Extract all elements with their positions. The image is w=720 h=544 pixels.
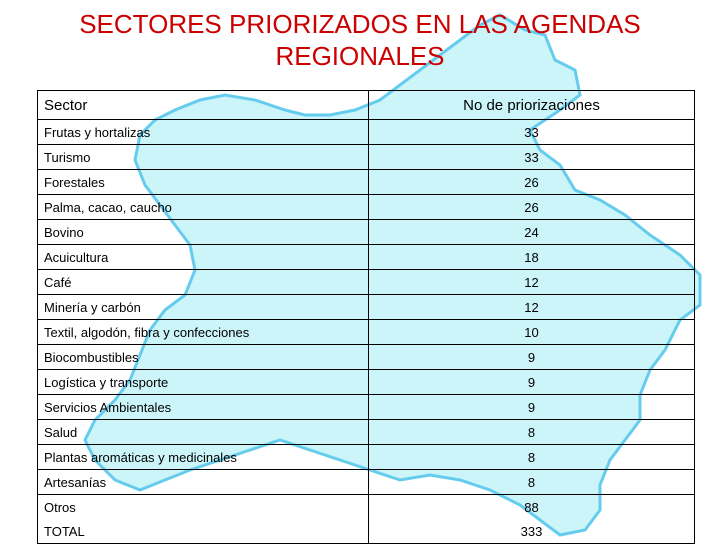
sector-cell: Otros: [37, 494, 369, 519]
count-cell: 9: [368, 344, 695, 370]
table-row: Textil, algodón, fibra y confecciones 10: [37, 319, 695, 345]
sector-cell: Logística y transporte: [37, 369, 369, 395]
table-row: Forestales 26: [37, 169, 695, 195]
title-line-1: SECTORES PRIORIZADOS EN LAS AGENDAS: [79, 9, 641, 39]
count-cell: 9: [368, 394, 695, 420]
count-cell: 8: [368, 419, 695, 445]
count-cell: 33: [368, 119, 695, 145]
count-cell: 8: [368, 444, 695, 470]
sector-cell: Turismo: [37, 144, 369, 170]
sector-cell: Textil, algodón, fibra y confecciones: [37, 319, 369, 345]
sector-cell: Palma, cacao, caucho: [37, 194, 369, 220]
sector-cell: Frutas y hortalizas: [37, 119, 369, 145]
table-row: Servicios Ambientales 9: [37, 394, 695, 420]
table-row: Artesanías 8: [37, 469, 695, 495]
page-title: SECTORES PRIORIZADOS EN LAS AGENDAS REGI…: [20, 8, 700, 72]
sector-cell: Servicios Ambientales: [37, 394, 369, 420]
sector-cell: Café: [37, 269, 369, 295]
title-line-2: REGIONALES: [275, 41, 445, 71]
count-cell: 26: [368, 194, 695, 220]
table-row: Salud 8: [37, 419, 695, 445]
table-row: Logística y transporte 9: [37, 369, 695, 395]
sector-cell: Acuicultura: [37, 244, 369, 270]
count-cell: 33: [368, 144, 695, 170]
table-row: Acuicultura 18: [37, 244, 695, 270]
count-cell: 24: [368, 219, 695, 245]
sector-cell: Forestales: [37, 169, 369, 195]
count-cell: 9: [368, 369, 695, 395]
table-row: Frutas y hortalizas 33: [37, 119, 695, 145]
count-cell: 88: [368, 494, 695, 519]
sectors-table: Sector No de priorizaciones Frutas y hor…: [37, 90, 695, 544]
table-row: Otros 88: [37, 494, 695, 519]
sector-cell: Plantas aromáticas y medicinales: [37, 444, 369, 470]
table-row: Bovino 24: [37, 219, 695, 245]
table-row: Palma, cacao, caucho 26: [37, 194, 695, 220]
count-cell: 26: [368, 169, 695, 195]
sector-cell: Biocombustibles: [37, 344, 369, 370]
count-column-header: No de priorizaciones: [368, 90, 695, 120]
count-cell: 10: [368, 319, 695, 345]
count-cell: 8: [368, 469, 695, 495]
count-cell: 18: [368, 244, 695, 270]
count-cell: 12: [368, 269, 695, 295]
sector-cell: Minería y carbón: [37, 294, 369, 320]
sector-column-header: Sector: [37, 90, 369, 120]
sector-cell: Bovino: [37, 219, 369, 245]
table-row: Minería y carbón 12: [37, 294, 695, 320]
table-row: Biocombustibles 9: [37, 344, 695, 370]
table-row: Café 12: [37, 269, 695, 295]
sector-cell: Salud: [37, 419, 369, 445]
table-row: Plantas aromáticas y medicinales 8: [37, 444, 695, 470]
count-cell: 12: [368, 294, 695, 320]
table-row: Turismo 33: [37, 144, 695, 170]
table-header-row: Sector No de priorizaciones: [37, 90, 695, 120]
sector-cell: Artesanías: [37, 469, 369, 495]
